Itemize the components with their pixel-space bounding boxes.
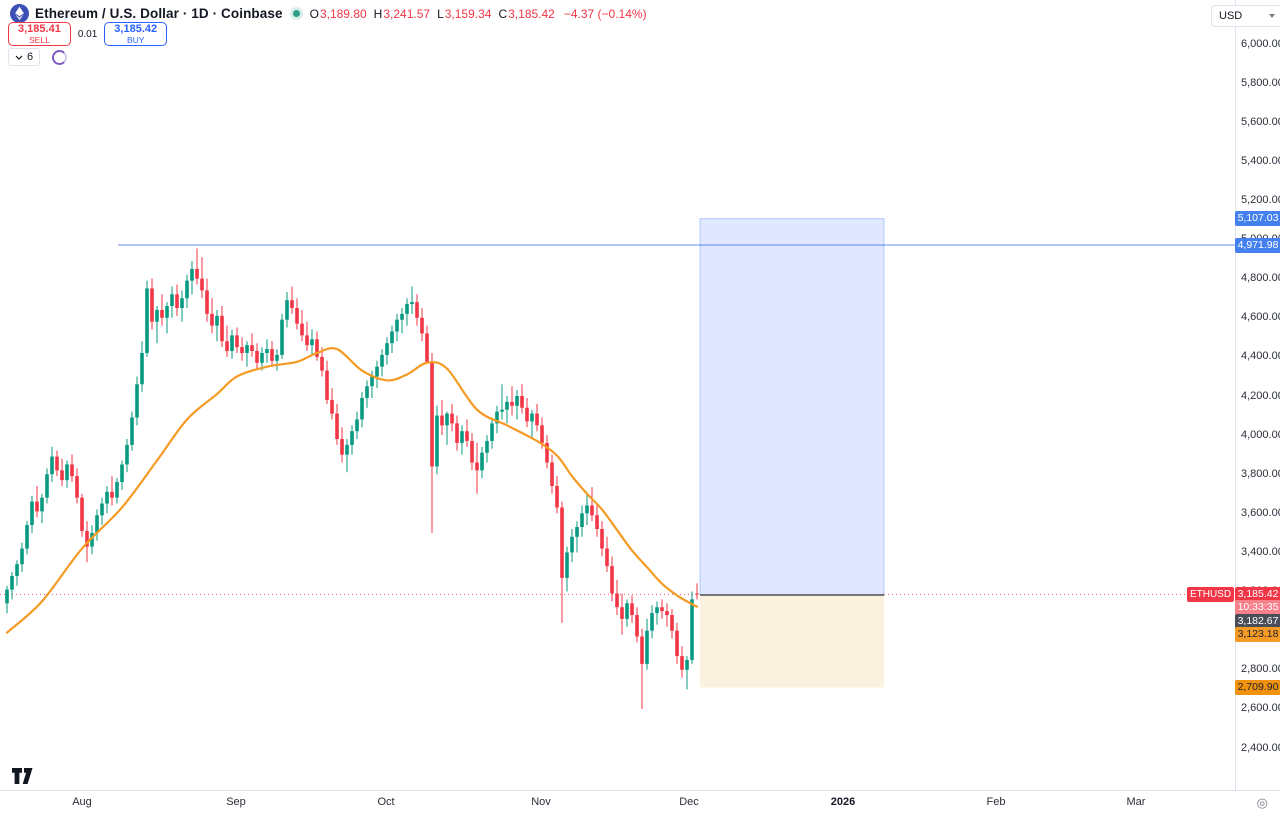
- time-axis-label: Oct: [377, 796, 395, 808]
- price-tick-label: 5,400.00: [1241, 154, 1280, 167]
- sell-price: 3,185.41: [18, 22, 61, 35]
- indicator-count: 6: [27, 51, 34, 63]
- buy-button[interactable]: 3,185.42 BUY: [104, 22, 168, 46]
- price-tick-label: 5,200.00: [1241, 193, 1280, 206]
- price-label-stop: 2,709.90: [1235, 679, 1280, 695]
- time-axis-label: Sep: [226, 796, 246, 808]
- close-value: 3,185.42: [508, 6, 555, 21]
- price-label-countdown: 10:33:35: [1235, 600, 1280, 616]
- time-axis[interactable]: ◎ Aug Sep Oct Nov Dec 2026 Feb Mar: [0, 790, 1280, 813]
- price-label-hline: 4,971.98: [1235, 237, 1280, 253]
- price-tick-label: 4,600.00: [1241, 311, 1280, 324]
- caret-down-icon: [1269, 14, 1275, 18]
- ethereum-logo-icon: [10, 4, 29, 23]
- price-tick-label: 3,400.00: [1241, 545, 1280, 558]
- price-tick-label: 4,800.00: [1241, 272, 1280, 285]
- time-axis-label: 2026: [830, 796, 856, 808]
- time-axis-label: Mar: [1126, 796, 1146, 808]
- price-label-entry: 3,182.67: [1235, 613, 1280, 629]
- scroll-to-recent-icon[interactable]: ◎: [1256, 795, 1268, 810]
- price-label-last: 3,185.42: [1235, 586, 1280, 602]
- time-axis-label: Aug: [72, 796, 92, 808]
- price-axis[interactable]: 6,000.00 5,800.00 5,600.00 5,400.00 5,200.00…: [1235, 0, 1280, 790]
- time-axis-label: Dec: [679, 796, 699, 808]
- legend-controls: 6: [8, 48, 68, 66]
- candlestick-series: [5, 248, 699, 709]
- time-axis-label: Feb: [986, 796, 1006, 808]
- high-label: H: [373, 6, 383, 21]
- change-value: −4.37 (−0.14%): [563, 6, 647, 21]
- price-chart[interactable]: [0, 0, 1235, 790]
- open-value: 3,189.80: [319, 6, 367, 21]
- spread-value: 0.01: [77, 28, 98, 40]
- price-tick-label: 2,600.00: [1241, 702, 1280, 715]
- moving-average-line: [5, 347, 699, 634]
- price-tick-label: 2,400.00: [1241, 741, 1280, 754]
- ohlc-values: O 3,189.80 H 3,241.57 L 3,159.34 C 3,185.42 …: [310, 7, 647, 21]
- trade-panel: 3,185.41 SELL 0.01 3,185.42 BUY: [8, 22, 168, 46]
- price-label-ma: 3,123.18: [1235, 626, 1280, 642]
- loading-spinner-icon[interactable]: [52, 49, 68, 65]
- position-profit-zone: [699, 218, 885, 596]
- price-tick-label: 4,000.00: [1241, 428, 1280, 441]
- price-tick-label: 5,600.00: [1241, 115, 1280, 128]
- price-tick-label: 6,000.00: [1241, 37, 1280, 50]
- price-tick-label: 2,800.00: [1241, 663, 1280, 676]
- low-value: 3,159.34: [444, 6, 492, 21]
- chevron-down-icon: [15, 55, 23, 60]
- buy-label: BUY: [126, 34, 145, 45]
- symbol-price-tag: ETHUSD: [1187, 586, 1234, 602]
- price-tick-label: 4,400.00: [1241, 350, 1280, 363]
- position-loss-zone: [700, 594, 884, 688]
- price-tick-label: 5,800.00: [1241, 76, 1280, 89]
- price-tick-label: 3,800.00: [1241, 467, 1280, 480]
- symbol-legend: Ethereum / U.S. Dollar · 1D · Coinbase O…: [10, 4, 647, 23]
- price-tick-label: 4,200.00: [1241, 389, 1280, 402]
- market-status-icon[interactable]: [292, 10, 300, 17]
- price-tick-label: 3,600.00: [1241, 506, 1280, 519]
- open-label: O: [309, 6, 319, 21]
- tradingview-logo[interactable]: [12, 768, 39, 789]
- time-axis-label: Nov: [531, 796, 551, 808]
- high-value: 3,241.57: [383, 6, 431, 21]
- sell-label: SELL: [29, 34, 50, 45]
- sell-button[interactable]: 3,185.41 SELL: [8, 22, 71, 46]
- buy-price: 3,185.42: [114, 22, 158, 35]
- symbol-title[interactable]: Ethereum / U.S. Dollar · 1D · Coinbase: [35, 6, 283, 21]
- price-label-target: 5,107.03: [1235, 211, 1280, 227]
- low-label: L: [437, 6, 444, 21]
- currency-selector[interactable]: USD: [1211, 5, 1280, 27]
- currency-value: USD: [1219, 10, 1243, 22]
- close-label: C: [498, 6, 508, 21]
- indicators-collapsed-button[interactable]: 6: [8, 48, 41, 66]
